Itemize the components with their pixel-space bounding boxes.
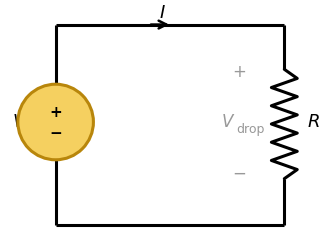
Text: V: V: [13, 113, 25, 131]
Text: I: I: [160, 4, 165, 22]
Text: −: −: [233, 165, 247, 183]
Circle shape: [18, 84, 93, 160]
Text: +: +: [233, 63, 247, 81]
Text: drop: drop: [237, 123, 265, 136]
Text: +: +: [49, 105, 62, 120]
Text: R: R: [308, 113, 320, 131]
Text: −: −: [49, 126, 62, 142]
Text: V: V: [222, 113, 233, 131]
